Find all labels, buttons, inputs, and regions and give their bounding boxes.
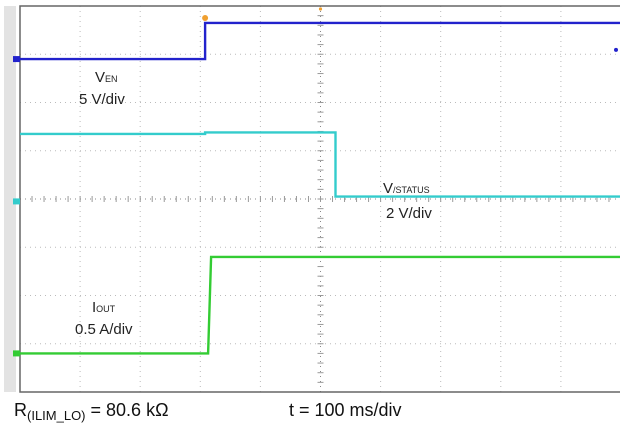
iout-scale-label: 0.5 A/div xyxy=(75,321,133,338)
en-label: VEN xyxy=(95,69,118,86)
iout-label-main: I xyxy=(92,299,96,316)
rilim-sub: (ILIM_LO) xyxy=(27,408,86,423)
en-label-sub: EN xyxy=(105,74,118,84)
oscilloscope-screen: VEN 5 V/div V/STATUS 2 V/div IOUT 0.5 A/… xyxy=(0,0,620,400)
status-label-main: V xyxy=(383,180,393,197)
trigger-marker xyxy=(202,15,209,21)
trace-status-line xyxy=(20,131,620,198)
scope-left-margin xyxy=(4,6,16,392)
channel-marker-status xyxy=(13,198,20,205)
center-marker xyxy=(318,7,323,11)
channel-markers xyxy=(13,7,618,357)
status-label: V/STATUS xyxy=(383,180,430,197)
status-scale-label: 2 V/div xyxy=(386,205,432,222)
rilim-label: R(ILIM_LO) = 80.6 kΩ xyxy=(14,400,169,423)
trace-out-line xyxy=(20,255,620,355)
scope-background xyxy=(0,0,620,400)
trace-en-line xyxy=(20,21,620,61)
caption: R(ILIM_LO) = 80.6 kΩ t = 100 ms/div xyxy=(14,398,614,428)
en-label-main: V xyxy=(95,69,105,86)
en-right-dot xyxy=(614,47,618,52)
rilim-value: = 80.6 kΩ xyxy=(85,400,169,420)
grid xyxy=(20,6,620,392)
traces xyxy=(20,21,620,355)
en-scale-label: 5 V/div xyxy=(79,91,125,108)
channel-marker-out xyxy=(13,350,20,357)
rilim-prefix: R xyxy=(14,400,27,420)
iout-label-sub: OUT xyxy=(96,304,116,314)
status-label-sub: /STATUS xyxy=(393,185,430,195)
iout-label: IOUT xyxy=(92,299,116,316)
time-scale-label: t = 100 ms/div xyxy=(289,400,402,420)
channel-marker-en xyxy=(13,56,20,63)
